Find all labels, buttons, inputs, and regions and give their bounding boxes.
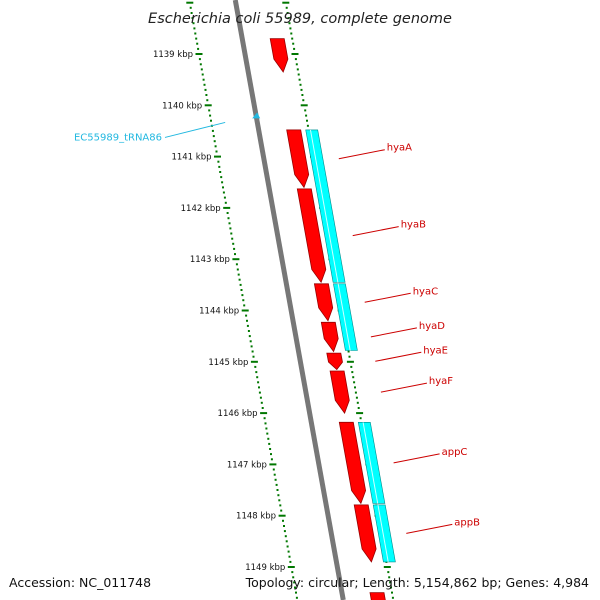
- orf-track: [305, 129, 396, 563]
- gene-label-hyaE: hyaE: [423, 345, 448, 356]
- gene-arrow-appC: [338, 421, 367, 505]
- orf-highlight: [362, 422, 379, 504]
- gene-arrow-hyaE: [326, 352, 343, 371]
- orf-feature: [357, 421, 386, 504]
- gene-label-leader: [364, 292, 411, 303]
- gene-arrow: [269, 38, 289, 73]
- gene-arrow-appB: [353, 504, 377, 563]
- trna-arrow: [252, 112, 261, 119]
- tick-label: 1143 kbp: [190, 255, 230, 265]
- gene-label-leader: [406, 523, 453, 534]
- tick-label: 1142 kbp: [181, 204, 221, 214]
- tick-label: 1146 kbp: [218, 409, 258, 419]
- tick-label: 1140 kbp: [162, 101, 202, 111]
- gene-arrow-hyaC: [313, 283, 334, 322]
- tick-label: 1147 kbp: [227, 460, 267, 470]
- gene-label-leader: [338, 149, 385, 160]
- trna-label: EC55989_tRNA86: [74, 132, 162, 143]
- gene-label-hyaC: hyaC: [413, 286, 438, 297]
- gene-arrow: [369, 592, 386, 600]
- orf-highlight: [377, 504, 389, 562]
- gene-label-leader: [370, 327, 417, 338]
- orf-feature: [305, 129, 346, 283]
- gene-arrow-hyaA: [286, 129, 310, 189]
- trna-leader: [164, 121, 226, 138]
- gene-arrow-hyaF: [329, 370, 350, 414]
- gene-label-leader: [375, 351, 422, 362]
- gene-label-leader: [393, 453, 440, 464]
- orf-highlight: [309, 129, 339, 283]
- tick-label: 1145 kbp: [208, 358, 248, 368]
- genome-backbone: [232, 0, 346, 600]
- tick-label: 1144 kbp: [199, 307, 239, 317]
- tick-label: 1149 kbp: [245, 563, 285, 573]
- gene-labels: hyaA hyaB hyaC hyaD hyaE hyaF appC appB EC55989_…: [74, 112, 480, 534]
- gene-arrow-hyaD: [320, 321, 339, 353]
- genome-summary-text: Topology: circular; Length: 5,154,862 bp…: [245, 575, 589, 590]
- gene-label-leader: [380, 382, 427, 393]
- gene-label-appB: appB: [454, 517, 480, 528]
- orf-feature: [333, 283, 358, 351]
- map-title: Escherichia coli 55989, complete genome: [148, 11, 452, 27]
- gene-label-hyaA: hyaA: [387, 143, 412, 154]
- gene-track: [269, 38, 386, 600]
- tick-ruler: 1139 kbp 1140 kbp 1141 kbp 1142 kbp 1143 kbp…: [153, 1, 394, 599]
- tick-label: 1139 kbp: [153, 50, 193, 60]
- tick-label: 1141 kbp: [171, 153, 211, 163]
- accession-text: Accession: NC_011748: [9, 575, 152, 590]
- orf-highlight: [337, 283, 351, 351]
- gene-label-hyaD: hyaD: [419, 321, 445, 332]
- orf-feature: [372, 504, 396, 563]
- gene-label-appC: appC: [442, 447, 468, 458]
- gene-label-hyaB: hyaB: [401, 220, 426, 231]
- gene-arrow-hyaB: [296, 188, 327, 284]
- tick-label: 1148 kbp: [236, 512, 276, 522]
- gene-label-leader: [352, 226, 399, 237]
- gene-label-hyaF: hyaF: [429, 376, 453, 387]
